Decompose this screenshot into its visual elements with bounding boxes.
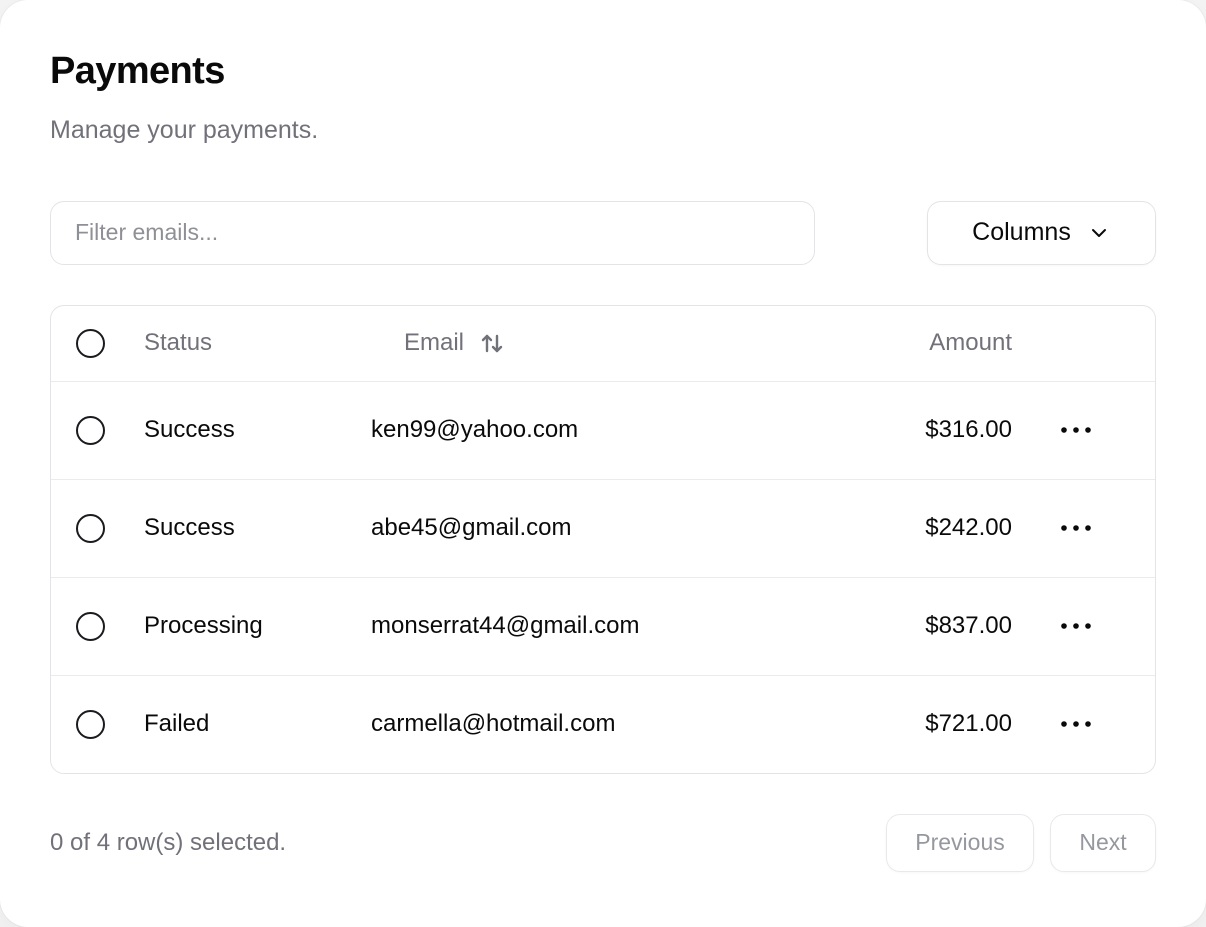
amount-cell: $721.00 bbox=[925, 710, 1012, 738]
email-cell: abe45@gmail.com bbox=[371, 514, 572, 542]
status-cell: Failed bbox=[144, 710, 210, 738]
columns-button-label: Columns bbox=[972, 218, 1071, 247]
row-actions-button[interactable] bbox=[1051, 417, 1101, 443]
email-cell: carmella@hotmail.com bbox=[371, 710, 616, 738]
next-page-button[interactable]: Next bbox=[1050, 813, 1156, 872]
table-header-row: Status Email Amo bbox=[51, 306, 1155, 381]
email-sort-button[interactable]: Email bbox=[371, 329, 505, 357]
filter-emails-input[interactable] bbox=[50, 200, 815, 265]
page-title: Payments bbox=[50, 50, 225, 92]
selection-summary: 0 of 4 row(s) selected. bbox=[50, 828, 287, 856]
status-cell: Success bbox=[144, 514, 235, 542]
email-cell: monserrat44@gmail.com bbox=[371, 612, 640, 640]
row-actions-button[interactable] bbox=[1051, 711, 1101, 737]
ellipsis-icon bbox=[1059, 621, 1093, 631]
chevron-down-icon bbox=[1087, 221, 1111, 245]
table-row: Processing monserrat44@gmail.com $837.00 bbox=[51, 576, 1155, 675]
amount-cell: $316.00 bbox=[925, 416, 1012, 444]
status-cell: Processing bbox=[144, 612, 263, 640]
row-actions-button[interactable] bbox=[1051, 515, 1101, 541]
status-column-header: Status bbox=[144, 329, 213, 357]
select-all-checkbox[interactable] bbox=[76, 328, 105, 358]
pagination-controls: Previous Next bbox=[886, 813, 1156, 872]
table-footer: 0 of 4 row(s) selected. Previous Next bbox=[50, 813, 1156, 872]
ellipsis-icon bbox=[1059, 425, 1093, 435]
ellipsis-icon bbox=[1059, 719, 1093, 729]
email-column-header: Email bbox=[404, 329, 465, 357]
email-cell: ken99@yahoo.com bbox=[371, 416, 579, 444]
table-row: Success ken99@yahoo.com $316.00 bbox=[51, 380, 1155, 479]
select-row-checkbox[interactable] bbox=[76, 709, 105, 739]
previous-page-button[interactable]: Previous bbox=[886, 813, 1034, 872]
select-row-checkbox[interactable] bbox=[76, 513, 105, 543]
payments-table: Status Email Amo bbox=[50, 304, 1156, 774]
select-row-checkbox[interactable] bbox=[76, 415, 105, 445]
table-row: Failed carmella@hotmail.com $721.00 bbox=[51, 674, 1155, 773]
status-cell: Success bbox=[144, 416, 235, 444]
amount-column-header: Amount bbox=[929, 329, 1012, 357]
amount-cell: $242.00 bbox=[925, 514, 1012, 542]
row-actions-button[interactable] bbox=[1051, 613, 1101, 639]
columns-dropdown-button[interactable]: Columns bbox=[927, 200, 1156, 265]
amount-cell: $837.00 bbox=[925, 612, 1012, 640]
arrow-up-down-icon bbox=[478, 330, 505, 357]
table-row: Success abe45@gmail.com $242.00 bbox=[51, 478, 1155, 577]
select-row-checkbox[interactable] bbox=[76, 611, 105, 641]
page-subtitle: Manage your payments. bbox=[50, 115, 319, 144]
ellipsis-icon bbox=[1059, 523, 1093, 533]
table-toolbar: Columns bbox=[50, 200, 1156, 265]
